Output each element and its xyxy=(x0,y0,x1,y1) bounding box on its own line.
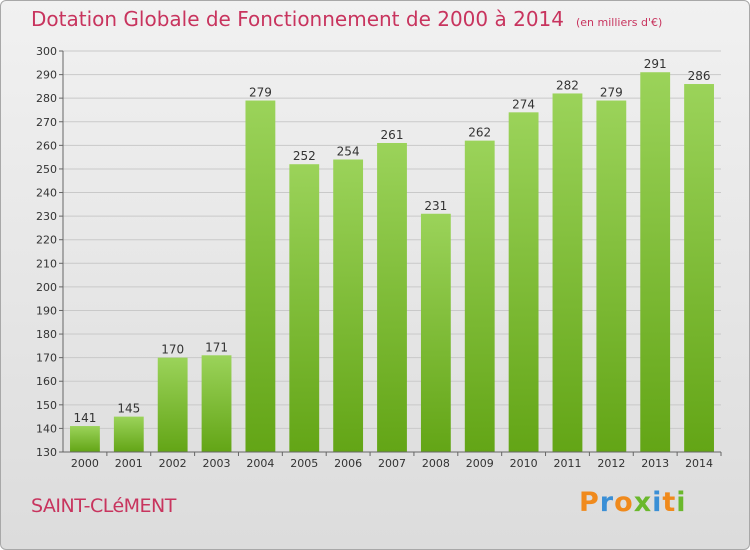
x-tick-label-2000: 2000 xyxy=(71,457,99,470)
y-tick-label: 130 xyxy=(36,446,57,459)
brand-letter: i xyxy=(652,487,663,518)
value-label-2003: 171 xyxy=(205,340,228,354)
x-tick-label-2011: 2011 xyxy=(553,457,581,470)
value-label-2011: 282 xyxy=(556,78,579,92)
proxiti-logo: Proxiti xyxy=(579,487,687,518)
brand-letter: r xyxy=(599,487,615,518)
y-tick-label: 150 xyxy=(36,399,57,412)
bar-2012 xyxy=(596,100,627,453)
x-tick-label-2013: 2013 xyxy=(641,457,669,470)
value-label-2013: 291 xyxy=(644,57,667,71)
y-tick-label: 160 xyxy=(36,375,57,388)
x-tick-label-2008: 2008 xyxy=(422,457,450,470)
bar-2011 xyxy=(552,93,583,452)
y-tick-label: 200 xyxy=(36,281,57,294)
value-label-2007: 261 xyxy=(381,128,404,142)
x-tick-label-2004: 2004 xyxy=(246,457,274,470)
value-label-2010: 274 xyxy=(512,97,535,111)
y-tick-label: 270 xyxy=(36,116,57,129)
x-tick-label-2009: 2009 xyxy=(466,457,494,470)
y-tick-label: 180 xyxy=(36,328,57,341)
value-label-2002: 170 xyxy=(161,343,184,357)
value-label-2004: 279 xyxy=(249,86,272,100)
commune-name: SAINT-CLéMENT xyxy=(31,495,176,517)
y-tick-label: 210 xyxy=(36,257,57,270)
x-tick-label-2010: 2010 xyxy=(510,457,538,470)
bar-2007 xyxy=(377,142,407,452)
y-tick-label: 300 xyxy=(36,45,57,58)
value-label-2014: 286 xyxy=(688,69,711,83)
x-tick-label-2002: 2002 xyxy=(159,457,187,470)
value-label-2005: 252 xyxy=(293,149,316,163)
bar-2013 xyxy=(640,72,671,453)
brand-letter: i xyxy=(676,487,687,518)
unit-label: (en milliers d'€) xyxy=(576,16,663,29)
y-tick-label: 140 xyxy=(36,422,57,435)
x-tick-label-2005: 2005 xyxy=(290,457,318,470)
x-tick-label-2003: 2003 xyxy=(203,457,231,470)
value-label-2009: 262 xyxy=(468,126,491,140)
y-tick-label: 250 xyxy=(36,163,57,176)
x-tick-label-2001: 2001 xyxy=(115,457,143,470)
bar-2005 xyxy=(289,164,320,453)
value-label-2012: 279 xyxy=(600,86,623,100)
bar-2004 xyxy=(245,100,276,453)
bar-2000 xyxy=(70,426,100,452)
bar-2010 xyxy=(508,112,539,453)
y-tick-label: 260 xyxy=(36,139,57,152)
bars: 141 145 170 171 279 252 254 261 231 262 274 282 279 2… xyxy=(70,57,714,453)
y-tick-label: 280 xyxy=(36,92,57,105)
y-tick-label: 290 xyxy=(36,69,57,82)
brand-letter: t xyxy=(662,487,677,518)
chart-title: Dotation Globale de Fonctionnement de 20… xyxy=(31,7,662,31)
value-label-2000: 141 xyxy=(73,411,96,425)
bar-2014 xyxy=(684,84,714,452)
value-label-2001: 145 xyxy=(117,402,140,416)
brand-letter: x xyxy=(633,487,653,518)
brand-letter: P xyxy=(579,487,600,518)
bar-2002 xyxy=(157,357,188,452)
value-label-2006: 254 xyxy=(337,145,360,159)
y-tick-label: 190 xyxy=(36,304,57,317)
x-tick-label-2012: 2012 xyxy=(597,457,625,470)
chart-title-text: Dotation Globale de Fonctionnement de 20… xyxy=(31,7,564,31)
bar-2003 xyxy=(201,355,232,452)
x-tick-label-2006: 2006 xyxy=(334,457,362,470)
y-tick-label: 170 xyxy=(36,352,57,365)
bar-2006 xyxy=(333,159,364,452)
bar-2009 xyxy=(464,140,495,452)
x-tick-label-2014: 2014 xyxy=(685,457,713,470)
y-tick-label: 220 xyxy=(36,234,57,247)
y-axis: 130 140 150 160 170 180 190 200 210 220 230 240 250 2… xyxy=(36,45,64,459)
value-label-2008: 231 xyxy=(424,199,447,213)
bar-2008 xyxy=(420,213,451,452)
y-tick-label: 230 xyxy=(36,210,57,223)
bar-2001 xyxy=(113,416,144,452)
x-axis: 2000 2001 2002 2003 2004 2005 2006 2007 2008 2009… xyxy=(63,451,722,470)
brand-letter: o xyxy=(614,487,634,518)
y-tick-label: 240 xyxy=(36,187,57,200)
x-tick-label-2007: 2007 xyxy=(378,457,406,470)
